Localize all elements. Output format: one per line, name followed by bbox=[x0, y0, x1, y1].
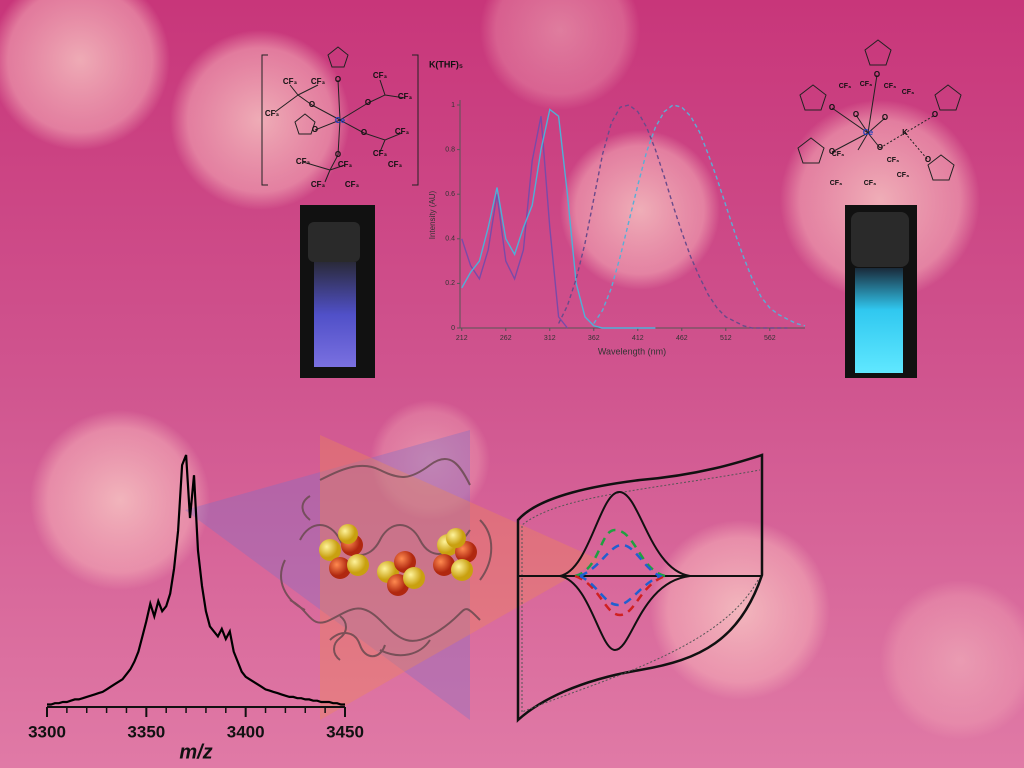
atom-label: O bbox=[829, 147, 835, 156]
y-tick-label: 0 bbox=[451, 325, 455, 332]
atom-label: O bbox=[925, 155, 931, 164]
x-axis-label: Wavelength (nm) bbox=[598, 346, 666, 356]
atom-label: O bbox=[853, 110, 859, 119]
atom-label: O bbox=[309, 100, 315, 109]
atom-label: CF₃ bbox=[283, 77, 298, 86]
data-line bbox=[557, 104, 788, 329]
x-tick-label: 512 bbox=[720, 335, 732, 342]
atom-label: CF₃ bbox=[373, 149, 388, 158]
data-line bbox=[593, 104, 806, 327]
x-axis-label: m/z bbox=[179, 741, 212, 763]
atom-label: CF₃ bbox=[311, 77, 326, 86]
atom-label: O bbox=[874, 70, 880, 79]
protein-illustration bbox=[185, 430, 600, 720]
y-tick-label: 0.6 bbox=[445, 191, 455, 198]
atom-label: O bbox=[882, 113, 888, 122]
y-axis-label: Intensity (AU) bbox=[428, 190, 437, 239]
atom-label: CF₃ bbox=[338, 160, 353, 169]
y-tick-label: 0.2 bbox=[445, 280, 455, 287]
atom-label: CF₃ bbox=[839, 83, 852, 90]
atom-label: CF₃ bbox=[265, 109, 280, 118]
atom-label: CF₃ bbox=[345, 180, 360, 189]
atom-label: CF₃ bbox=[832, 151, 845, 158]
voltammogram-illustration bbox=[516, 453, 764, 723]
atom-label: CF₃ bbox=[887, 157, 900, 164]
x-tick-label: 562 bbox=[764, 335, 776, 342]
atom-label: O bbox=[829, 103, 835, 112]
x-tick-label: 3300 bbox=[28, 722, 66, 741]
y-tick-label: 1 bbox=[451, 102, 455, 109]
vial-right bbox=[845, 205, 917, 378]
atom-label: CF₃ bbox=[830, 180, 843, 187]
vial-left bbox=[300, 205, 375, 378]
atom-label: CF₃ bbox=[395, 127, 410, 136]
x-tick-label: 262 bbox=[500, 335, 512, 342]
x-tick-label: 212 bbox=[456, 335, 468, 342]
x-tick-label: 412 bbox=[632, 335, 644, 342]
x-tick-label: 3350 bbox=[127, 722, 165, 741]
atom-label: K(THF)₅ bbox=[429, 59, 463, 69]
atom-label: Ce bbox=[335, 116, 346, 125]
atom-label: O bbox=[365, 98, 371, 107]
atom-label: CF₃ bbox=[296, 157, 311, 166]
atom-label: Ce bbox=[863, 128, 874, 137]
atom-label: CF₃ bbox=[311, 180, 326, 189]
x-tick-label: 312 bbox=[544, 335, 556, 342]
atom-label: O bbox=[335, 150, 341, 159]
x-tick-label: 3450 bbox=[326, 722, 364, 741]
atom-label: O bbox=[932, 110, 938, 119]
atom-label: CF₃ bbox=[864, 180, 877, 187]
data-line bbox=[47, 454, 345, 706]
atom-label: CF₃ bbox=[902, 89, 915, 96]
atom-label: CF₃ bbox=[388, 160, 403, 169]
atom-label: O bbox=[361, 128, 367, 137]
atom-label: CF₃ bbox=[884, 83, 897, 90]
bokeh bbox=[0, 0, 1024, 740]
x-tick-label: 462 bbox=[676, 335, 688, 342]
left-complex-bonds bbox=[261, 46, 419, 186]
data-line bbox=[461, 116, 568, 329]
atom-label: CF₃ bbox=[897, 172, 910, 179]
y-tick-label: 0.8 bbox=[445, 146, 455, 153]
x-tick-label: 3400 bbox=[227, 722, 265, 741]
atom-label: K bbox=[902, 128, 908, 137]
x-tick-label: 362 bbox=[588, 335, 600, 342]
atom-label: O bbox=[312, 125, 318, 134]
atom-label: O bbox=[335, 75, 341, 84]
atom-label: CF₃ bbox=[373, 71, 388, 80]
y-tick-label: 0.4 bbox=[445, 236, 455, 243]
atom-label: CF₃ bbox=[398, 92, 413, 101]
data-line bbox=[461, 108, 656, 329]
right-complex-bonds bbox=[797, 39, 962, 181]
atom-label: CF₃ bbox=[860, 81, 873, 88]
atom-label: O bbox=[877, 143, 883, 152]
